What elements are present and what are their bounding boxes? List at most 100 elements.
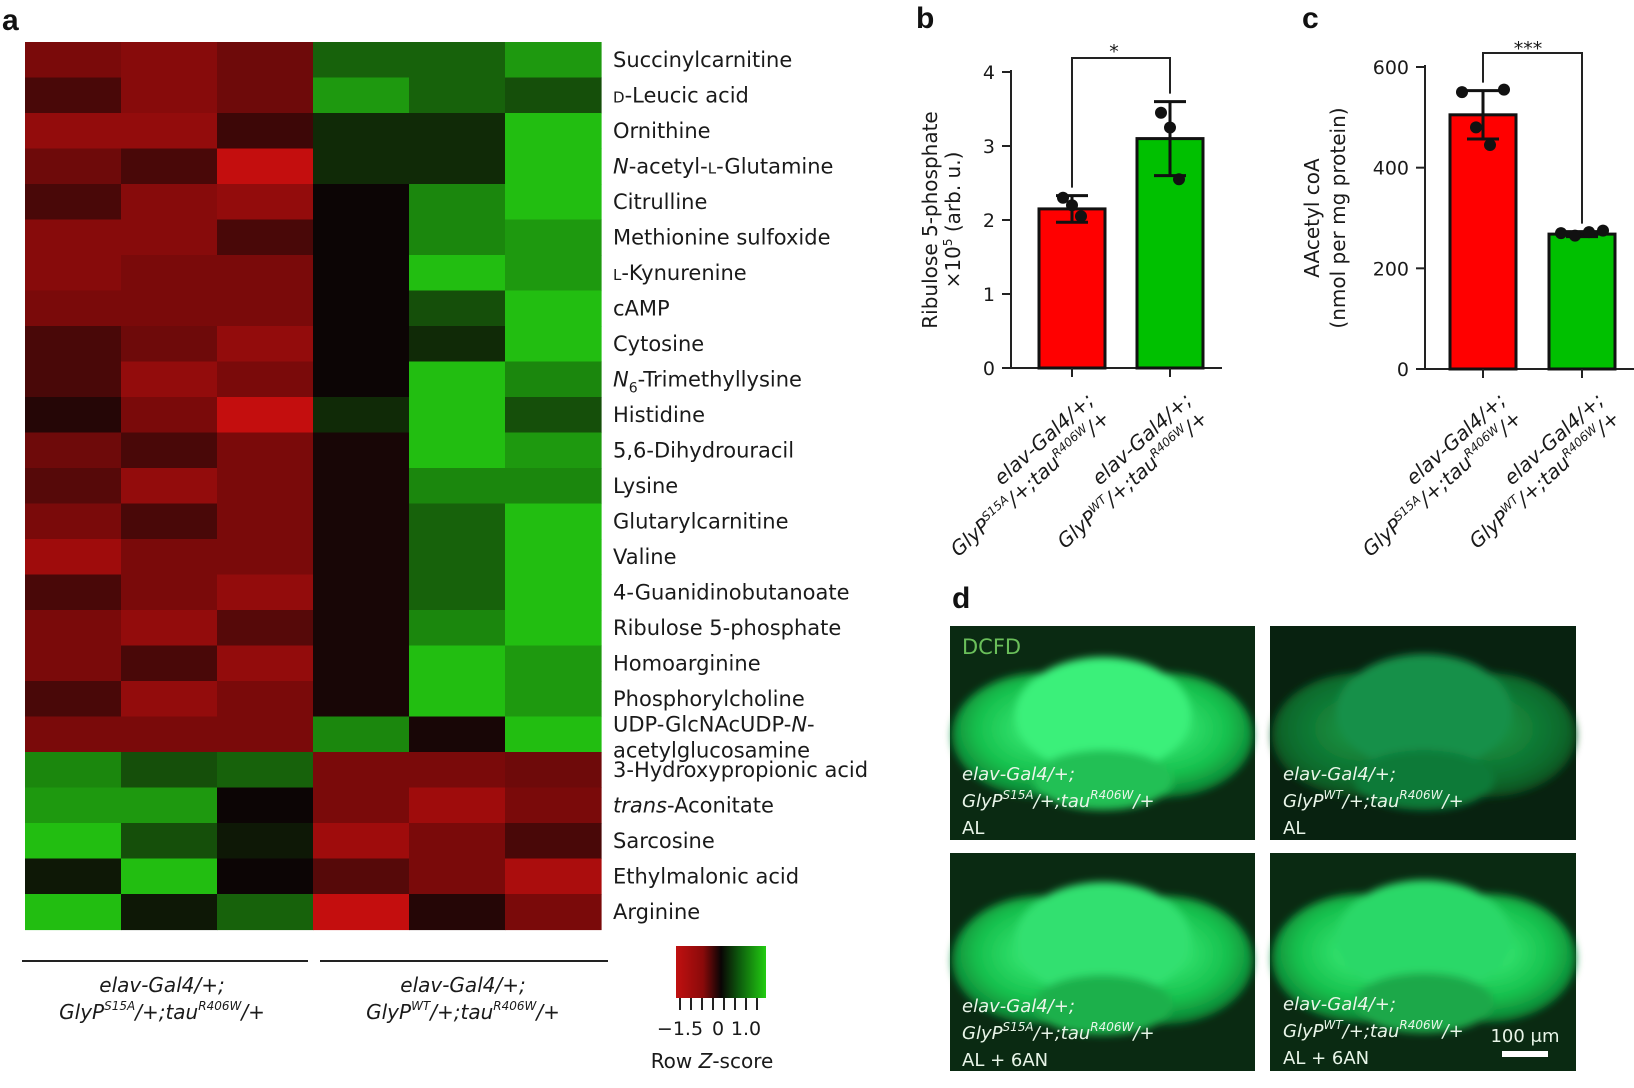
heatmap-cell [25,716,122,753]
heatmap-cell [313,716,410,753]
heatmap-cell [505,539,602,576]
heatmap-cell [409,361,506,398]
heatmap-cell [409,468,506,505]
metabolite-label: Lysine [613,474,678,498]
micro-genotype-line2: GlyPS15A/+;tauR406W/+ [962,1020,1155,1044]
heatmap-cell [505,397,602,434]
metabolite-labels: Succinylcarnitine D-Leucic acid Ornithine N… [613,48,868,924]
heatmap-cell [505,752,602,789]
heatmap-cell [25,787,122,824]
heatmap-cell [217,752,314,789]
heatmap-cell [313,42,410,79]
heatmap-cell [217,645,314,682]
micro-genotype-line2: GlyPWT/+;tauR406W/+ [1283,788,1464,812]
heatmap-cell [409,752,506,789]
heatmap-cell [313,468,410,505]
heatmap-cell [217,184,314,221]
heatmap-cell [25,574,122,611]
heatmap-cell [217,255,314,292]
metabolite-label: Ornithine [613,119,711,143]
scale-bar-label: 100 μm [1490,1026,1559,1047]
metabolite-label: Succinylcarnitine [613,48,792,72]
heatmap-cell [409,610,506,647]
metabolite-label-line2: acetylglucosamine [613,739,810,763]
data-point [1470,121,1482,134]
heatmap-cell [313,574,410,611]
heatmap-cell [217,787,314,824]
micro-genotype-line1: elav-Gal4/+; [1283,764,1396,785]
heatmap-cell [217,681,314,718]
color-scale: −1.5 0 1.0 Row Z-score [651,946,773,1073]
heatmap-cell [25,219,122,256]
heatmap-cell [313,397,410,434]
metabolite-label: Phosphorylcholine [613,687,805,711]
heatmap-cell [313,539,410,576]
heatmap-cell [505,42,602,79]
heatmap-cell [121,645,218,682]
heatmap-cell [409,574,506,611]
genotype-line1: elav-Gal4/+; [99,973,224,997]
metabolite-label: Histidine [613,403,705,427]
data-point [1075,210,1087,223]
heatmap-cell [313,894,410,931]
heatmap-cell [25,42,122,79]
micro-condition: AL [1283,818,1305,839]
panel-label-b: b [916,2,934,35]
heatmap-cell [313,184,410,221]
micro-genotype-line2: GlyPS15A/+;tauR406W/+ [962,788,1155,812]
data-point [1173,173,1185,186]
dcfd-label: DCFD [962,635,1021,659]
metabolite-label: cAMP [613,297,670,321]
heatmap-cell [121,894,218,931]
y-tick-label: 1 [983,284,995,306]
heatmap-cell [409,326,506,363]
micrograph-al6an-wt: elav-Gal4/+; GlyPWT/+;tauR406W/+ AL + 6A… [1270,853,1576,1071]
heatmap-cell [121,113,218,150]
heatmap-cell [217,823,314,860]
heatmap-cell [25,290,122,327]
color-scale-tick-label: −1.5 [657,1018,703,1040]
heatmap-cell [25,397,122,434]
heatmap-cell [409,42,506,79]
metabolite-label: Sarcosine [613,829,715,853]
heatmap-cell [505,148,602,185]
heatmap-cell [409,77,506,114]
data-point [1164,121,1176,134]
heatmap-cell [217,326,314,363]
heatmap-cell [25,894,122,931]
heatmap-cell [25,752,122,789]
heatmap-cell [121,397,218,434]
genotype-label-right: elav-Gal4/+; GlyPWT/+;tauR406W/+ [366,973,560,1024]
heatmap-cell [217,574,314,611]
heatmap-cell [217,503,314,540]
y-tick-label: 200 [1373,258,1409,280]
heatmap-cell [121,361,218,398]
heatmap-cell [409,148,506,185]
y-tick-label: 2 [983,210,995,232]
heatmap-cell [313,255,410,292]
heatmap-cell [121,858,218,895]
data-point [1456,86,1468,99]
heatmap-cell [409,858,506,895]
heatmap-cell [121,219,218,256]
heatmap-cell [25,503,122,540]
heatmap-cell [217,894,314,931]
heatmap-cell [25,681,122,718]
heatmap-cell [217,858,314,895]
micro-genotype-line2: GlyPWT/+;tauR406W/+ [1283,1018,1464,1042]
heatmap-cell [217,361,314,398]
heatmap-cell [217,432,314,469]
color-scale-tick-label: 1.0 [731,1018,761,1040]
micro-condition: AL [962,818,984,839]
metabolite-label: N-acetyl-L-Glutamine [613,155,833,179]
heatmap-cell [505,645,602,682]
metabolite-label: 3-Hydroxypropionic acid [613,758,868,782]
data-point [1057,191,1069,204]
heatmap-cell [121,716,218,753]
genotype-line2: GlyPWT/+;tauR406W/+ [366,999,560,1024]
metabolite-label: trans-Aconitate [613,794,774,818]
heatmap-cell [25,255,122,292]
heatmap-cell [505,503,602,540]
heatmap-cell [409,823,506,860]
